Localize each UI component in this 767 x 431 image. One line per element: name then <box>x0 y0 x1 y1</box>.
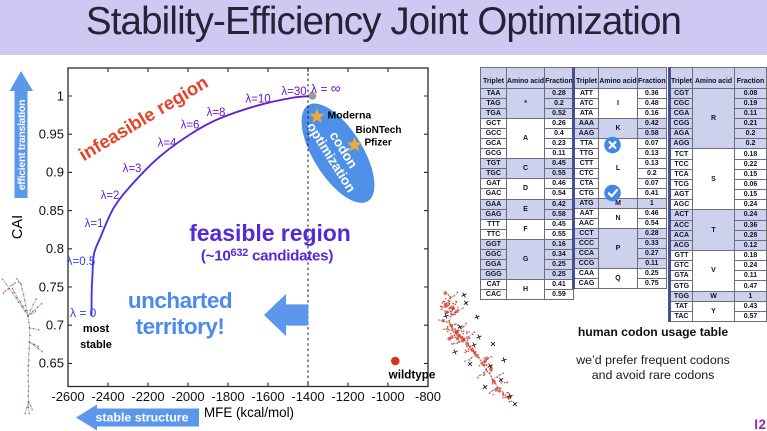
svg-text:-2600: -2600 <box>51 389 84 404</box>
svg-text:-1400: -1400 <box>291 389 324 404</box>
svg-text:most: most <box>83 323 110 335</box>
svg-text:Moderna: Moderna <box>328 110 372 122</box>
svg-text:Pfizer: Pfizer <box>365 138 392 149</box>
svg-text:-800: -800 <box>415 389 441 404</box>
svg-text:λ=30: λ=30 <box>281 86 306 98</box>
svg-text:-2200: -2200 <box>131 389 164 404</box>
svg-text:λ = 0: λ = 0 <box>70 306 97 320</box>
svg-text:1: 1 <box>57 88 64 103</box>
svg-text:-1800: -1800 <box>211 389 244 404</box>
svg-text:BioNTech: BioNTech <box>356 125 402 136</box>
svg-text:λ = ∞: λ = ∞ <box>311 80 341 96</box>
svg-text:-2400: -2400 <box>91 389 124 404</box>
svg-text:0.9: 0.9 <box>46 165 64 180</box>
svg-text:0.7: 0.7 <box>46 318 64 333</box>
svg-text:λ=0.5: λ=0.5 <box>67 256 95 268</box>
svg-text:λ=4: λ=4 <box>158 138 177 150</box>
svg-text:CAI: CAI <box>10 215 26 239</box>
svg-text:infeasible region: infeasible region <box>75 71 212 165</box>
svg-text:λ=8: λ=8 <box>207 107 226 119</box>
svg-text:MFE (kcal/mol): MFE (kcal/mol) <box>204 405 294 420</box>
svg-text:0.95: 0.95 <box>39 127 64 142</box>
svg-text:-2000: -2000 <box>171 389 204 404</box>
svg-text:λ=10: λ=10 <box>245 93 270 105</box>
svg-text:λ=6: λ=6 <box>181 120 200 132</box>
svg-text:wildtype: wildtype <box>388 369 436 382</box>
svg-text:uncharted: uncharted <box>128 288 232 313</box>
svg-text:0.85: 0.85 <box>39 203 64 218</box>
svg-text:λ=3: λ=3 <box>123 163 142 175</box>
svg-text:-1200: -1200 <box>331 389 364 404</box>
svg-text:feasible region: feasible region <box>189 220 351 246</box>
svg-text:λ=2: λ=2 <box>101 190 120 202</box>
svg-text:-1600: -1600 <box>251 389 284 404</box>
svg-text:stable structure: stable structure <box>96 411 189 425</box>
svg-text:0.75: 0.75 <box>39 279 64 294</box>
svg-text:λ=1: λ=1 <box>85 218 104 230</box>
svg-text:0.8: 0.8 <box>46 241 64 256</box>
svg-text:territory!: territory! <box>136 314 225 339</box>
svg-text:-1000: -1000 <box>371 389 404 404</box>
svg-text:efficient translation: efficient translation <box>16 100 28 191</box>
svg-text:0.65: 0.65 <box>39 356 64 371</box>
svg-text:stable: stable <box>80 339 112 351</box>
